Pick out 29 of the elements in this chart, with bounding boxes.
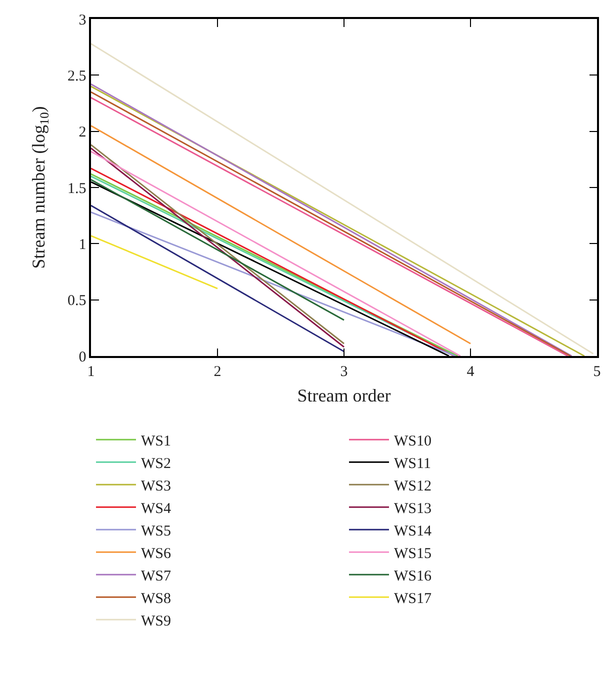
legend-label: WS13	[394, 501, 432, 517]
legend-label: WS3	[141, 478, 171, 494]
y-tick-label: 3	[78, 12, 86, 28]
legend-label: WS11	[394, 456, 431, 472]
legend-label: WS10	[394, 434, 432, 450]
y-tick-label: 2.5	[68, 68, 86, 84]
legend-label: WS4	[141, 501, 172, 517]
x-tick-label: 2	[214, 364, 222, 380]
legend-label: WS15	[394, 546, 432, 562]
y-tick-label: 1	[78, 236, 86, 253]
y-tick-label: 0.5	[68, 293, 86, 310]
legend-label: WS2	[141, 456, 171, 472]
legend-label: WS14	[394, 524, 432, 540]
x-tick-label: 3	[340, 364, 348, 380]
x-tick-label: 4	[466, 364, 475, 380]
legend-label: WS7	[141, 568, 172, 584]
legend-label: WS8	[141, 591, 171, 607]
x-axis-title: Stream order	[297, 385, 391, 406]
legend-label: WS1	[141, 434, 171, 450]
legend-label: WS12	[394, 478, 432, 494]
y-tick-label: 1.5	[68, 180, 86, 197]
legend-label: WS16	[394, 568, 432, 584]
legend-label: WS17	[394, 591, 432, 607]
legend-label: WS5	[141, 524, 171, 540]
x-tick-label: 5	[593, 364, 601, 380]
y-tick-label: 0	[78, 349, 86, 366]
y-tick-label: 2	[78, 124, 86, 141]
legend-label: WS9	[141, 614, 171, 630]
legend-label: WS6	[141, 546, 172, 562]
